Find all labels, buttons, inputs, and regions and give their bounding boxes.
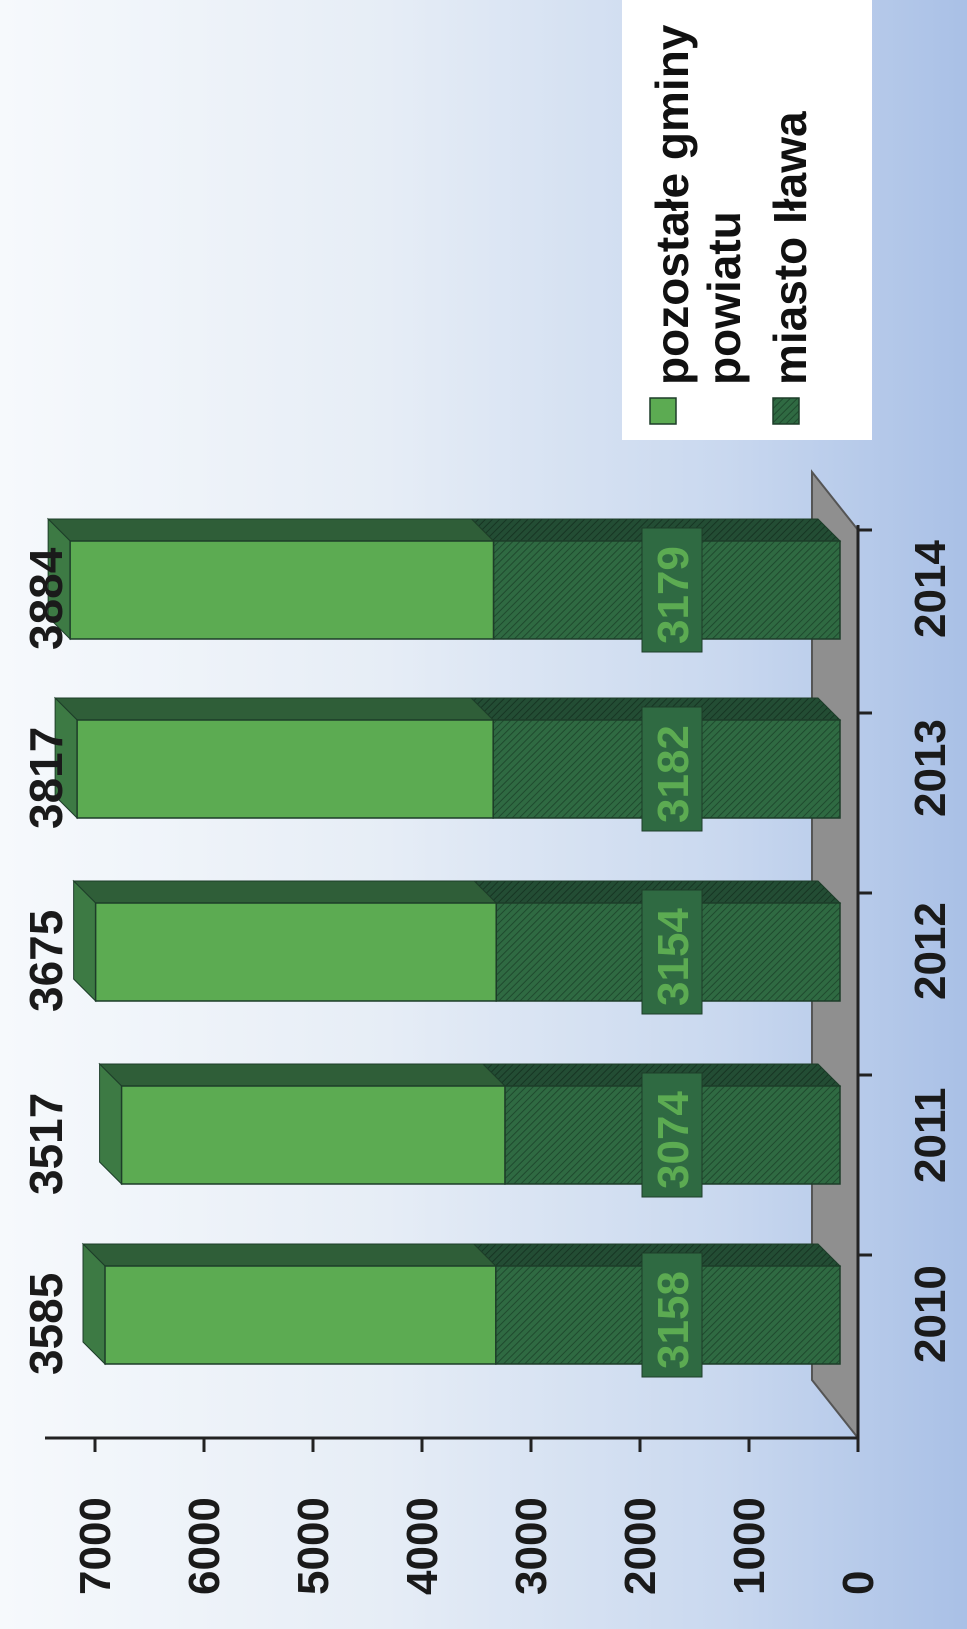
- bar-segment-depth-rest: [53, 697, 495, 721]
- bar-segment-depth-rest: [81, 1243, 497, 1267]
- legend-label-rest-line1: pozostałe gminy: [646, 24, 698, 385]
- value-tick-label: 4000: [398, 1497, 447, 1595]
- category-label: 2013: [906, 719, 955, 817]
- data-label-box: [641, 527, 703, 653]
- data-label-city: 3154: [649, 908, 698, 1006]
- data-label-rest: 3675: [20, 910, 72, 1012]
- value-tick-label: 1000: [725, 1497, 774, 1595]
- bar-end-cap: [73, 879, 97, 1003]
- data-label-rest: 3517: [20, 1093, 72, 1195]
- bar-segment-rest: [69, 540, 495, 640]
- value-tick-label: 0: [834, 1571, 883, 1595]
- data-label-box: [641, 1072, 703, 1198]
- bar-segment-rest: [94, 902, 497, 1002]
- bar-end-cap: [82, 1242, 106, 1366]
- bar-segment-rest: [76, 719, 494, 819]
- data-label-rest: 3884: [20, 547, 72, 650]
- data-label-box: [641, 1252, 703, 1378]
- value-tick-label: 2000: [616, 1497, 665, 1595]
- legend-label-rest-line2: powiatu: [698, 211, 750, 385]
- legend-box: [622, 0, 872, 440]
- bar-segment-depth-rest: [98, 1063, 507, 1087]
- data-label-box: [641, 706, 703, 832]
- value-tick-label: 5000: [289, 1497, 338, 1595]
- bar-segment-depth-rest: [72, 880, 498, 904]
- data-label-city: 3182: [649, 725, 698, 823]
- legend-swatch-rest: [649, 397, 677, 425]
- category-label: 2010: [906, 1265, 955, 1363]
- data-label-rest: 3817: [20, 727, 72, 829]
- bar-segment-depth-rest: [46, 518, 495, 542]
- value-tick-label: 6000: [180, 1497, 229, 1595]
- data-label-city: 3158: [649, 1271, 698, 1369]
- value-tick-label: 3000: [507, 1497, 556, 1595]
- category-label: 2012: [906, 902, 955, 1000]
- category-label: 2011: [906, 1088, 955, 1183]
- bar-segment-rest: [120, 1085, 506, 1185]
- legend-label-city: miasto Iława: [764, 111, 816, 385]
- data-label-city: 3074: [649, 1091, 698, 1189]
- data-label-box: [641, 889, 703, 1015]
- category-label: 2014: [906, 540, 955, 638]
- data-label-city: 3179: [649, 546, 698, 644]
- bar-segment-rest: [104, 1265, 497, 1365]
- value-tick-label: 7000: [71, 1497, 120, 1595]
- legend-swatch-city: [772, 397, 800, 425]
- data-label-rest: 3585: [20, 1273, 72, 1375]
- bar-end-cap: [99, 1062, 123, 1186]
